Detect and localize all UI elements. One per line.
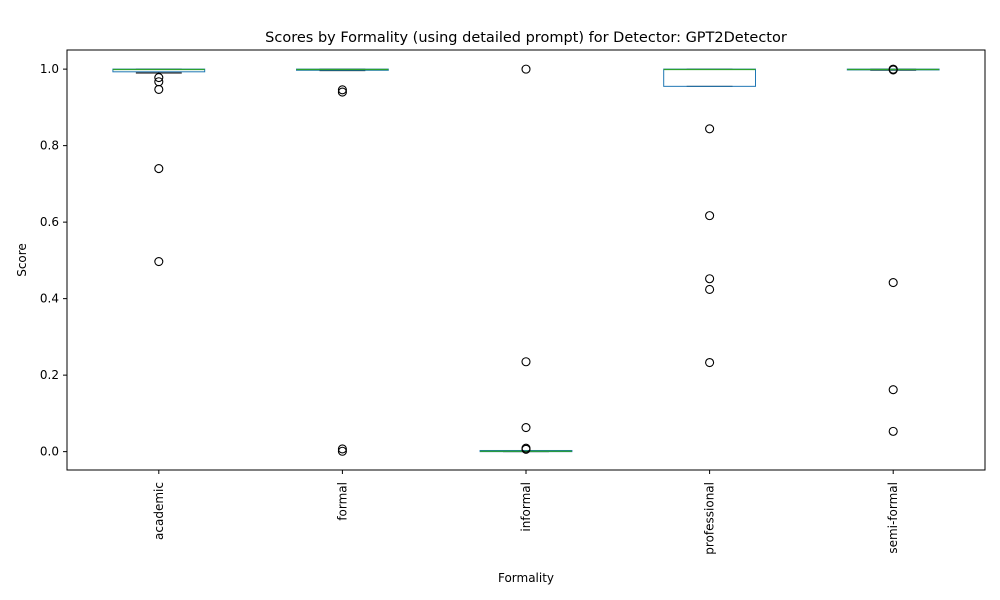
outlier-point (888, 385, 898, 395)
outlier-point (521, 444, 531, 454)
outlier-point (154, 164, 164, 174)
outlier-point (888, 65, 898, 75)
box-professional (663, 68, 757, 368)
outlier-point (154, 72, 164, 83)
outlier-point (705, 274, 715, 284)
y-tick-label: 0.2 (40, 368, 59, 382)
box-academic (112, 68, 206, 267)
plot-frame (66, 49, 986, 471)
chart-title: Scores by Formality (using detailed prom… (265, 30, 787, 46)
y-tick-label: 0.4 (40, 292, 59, 306)
x-tick-label: semi-formal (886, 482, 900, 554)
x-tick-label: professional (703, 482, 717, 555)
box-semi-formal (846, 64, 940, 436)
x-tick-label: informal (519, 482, 533, 532)
y-tick-label: 0.0 (40, 445, 59, 459)
y-tick-label: 0.6 (40, 215, 59, 229)
outlier-point (705, 284, 715, 295)
y-tick-label: 1.0 (40, 62, 59, 76)
y-axis-label: Score (15, 243, 29, 277)
outlier-point (521, 357, 531, 367)
x-tick-label: formal (335, 482, 349, 521)
x-axis-label: Formality (498, 571, 554, 585)
outlier-point (337, 446, 347, 456)
y-tick-label: 0.8 (40, 139, 59, 153)
outlier-point (154, 256, 164, 267)
x-axis: academic formal informal professional semi-f… (152, 470, 900, 555)
outlier-point (337, 444, 347, 454)
outlier-point (154, 84, 164, 94)
box-informal (479, 64, 573, 454)
y-axis: 0.0 0.2 0.4 0.6 0.8 1.0 (40, 62, 67, 459)
outlier-point (888, 426, 898, 436)
outlier-point (337, 87, 347, 97)
outlier-point (705, 211, 715, 221)
outlier-point (521, 422, 531, 433)
outlier-point (705, 357, 715, 368)
outlier-point (888, 278, 898, 288)
outlier-point (521, 64, 531, 74)
box-formal (296, 68, 389, 456)
box-body (663, 68, 757, 87)
x-tick-label: academic (152, 482, 166, 540)
outlier-point (705, 124, 715, 134)
outlier-point (337, 85, 347, 95)
plot-area (112, 64, 940, 456)
